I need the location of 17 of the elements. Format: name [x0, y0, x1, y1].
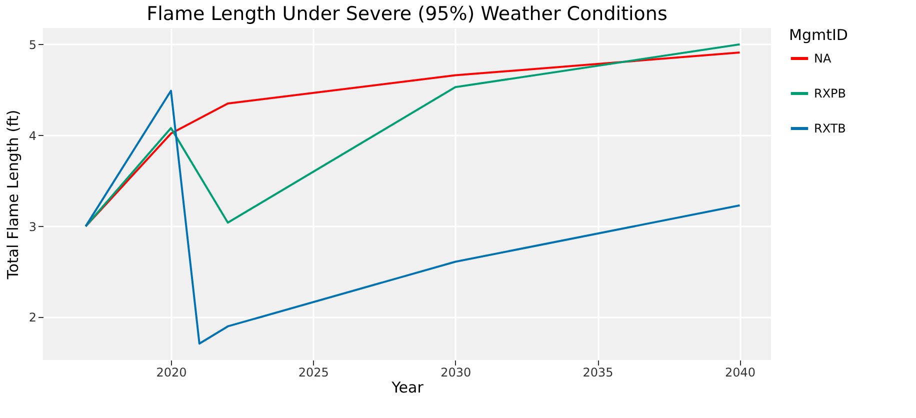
legend-label: RXTB	[814, 122, 846, 136]
y-axis-title: Total Flame Length (ft)	[4, 110, 22, 280]
y-tick-label: 4	[28, 128, 36, 143]
x-tick-label: 2040	[724, 366, 756, 380]
legend-label: NA	[814, 52, 832, 66]
chart-title: Flame Length Under Severe (95%) Weather Conditions	[146, 3, 668, 25]
x-tick-label: 2025	[298, 366, 329, 380]
y-tick-label: 5	[28, 38, 36, 52]
y-tick-label: 3	[28, 220, 36, 234]
legend-title: MgmtID	[789, 26, 848, 44]
legend-label: RXPB	[814, 86, 846, 100]
line-series	[84, 90, 741, 345]
x-tick-label: 2020	[156, 366, 187, 380]
x-tick-label: 2035	[582, 366, 614, 380]
y-tick-label: 2	[28, 310, 36, 325]
x-tick-label: 2030	[440, 366, 472, 380]
x-axis-title: Year	[390, 378, 424, 396]
